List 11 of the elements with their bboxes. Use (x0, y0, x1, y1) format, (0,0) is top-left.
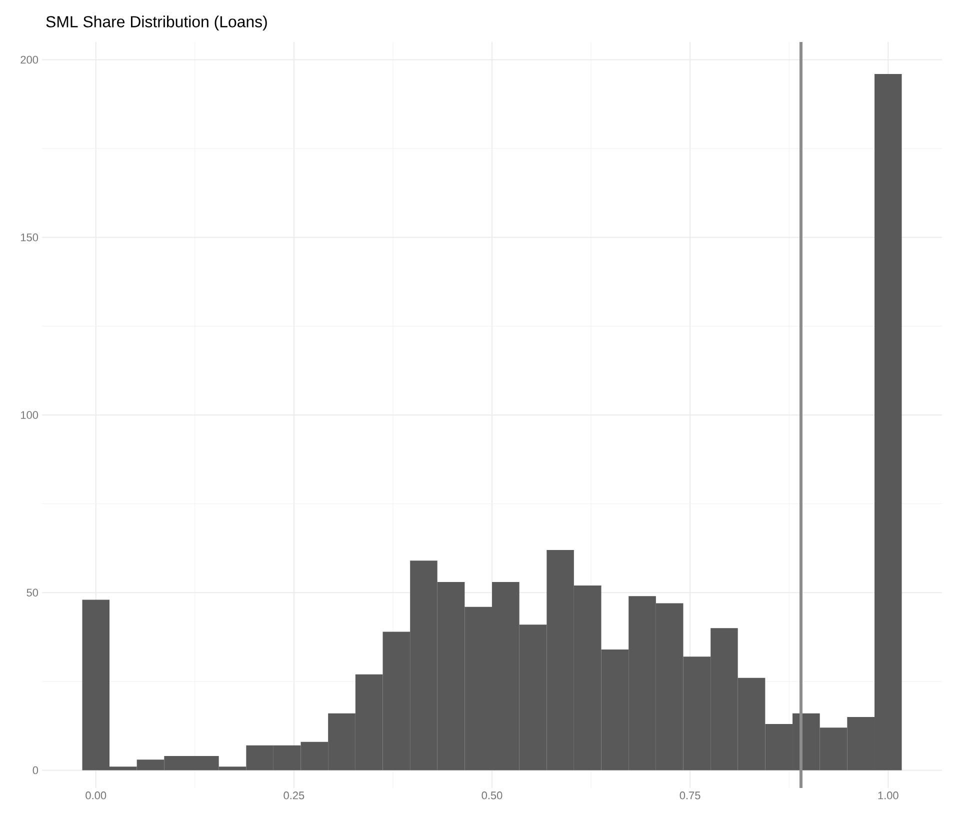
y-tick-label: 50 (26, 588, 38, 596)
x-tick-label: 0.75 (680, 792, 700, 800)
y-tick-label: 200 (20, 56, 38, 64)
x-tick-label: 0.50 (482, 792, 502, 800)
y-tick-label: 0 (32, 766, 38, 774)
x-tick-label: 0.25 (284, 792, 304, 800)
chart-title: SML Share Distribution (Loans) (46, 16, 267, 30)
y-tick-label: 100 (21, 411, 38, 419)
y-tick-label: 150 (21, 234, 38, 242)
x-tick-label: 1.00 (878, 792, 898, 800)
x-tick-label: 0.00 (86, 792, 106, 800)
